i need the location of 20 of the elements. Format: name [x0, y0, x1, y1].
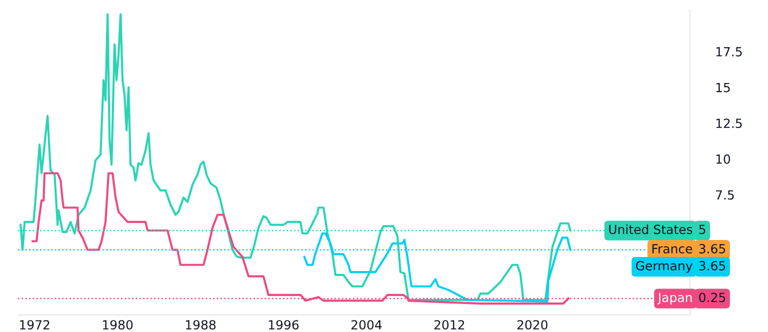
y-tick-label: 7.5 — [716, 190, 734, 200]
legend-label: United States — [609, 224, 692, 234]
x-tick-label: 2020 — [517, 320, 548, 330]
text: 3.65 — [699, 244, 726, 254]
legend-label: Germany — [636, 261, 692, 273]
x-tick-label: 1972 — [20, 320, 50, 330]
x-tick-label: 2012 — [434, 320, 464, 330]
legend-label: Japan — [657, 292, 692, 305]
x-tick-label: 1980 — [103, 320, 133, 330]
x-tick-label: 2004 — [351, 320, 382, 330]
y-tick-label: 15 — [716, 82, 730, 92]
text: 0.25 — [699, 292, 726, 302]
y-tick-label: 17.5 — [716, 47, 742, 56]
text: 3.65 — [699, 261, 726, 270]
y-tick-label: 10 — [716, 154, 730, 164]
text: 5 — [699, 224, 706, 234]
x-tick-label: 1996 — [268, 320, 299, 330]
x-tick-label: 1988 — [186, 320, 216, 330]
y-tick-label: 12.5 — [716, 118, 742, 128]
legend-label: France — [652, 244, 692, 254]
